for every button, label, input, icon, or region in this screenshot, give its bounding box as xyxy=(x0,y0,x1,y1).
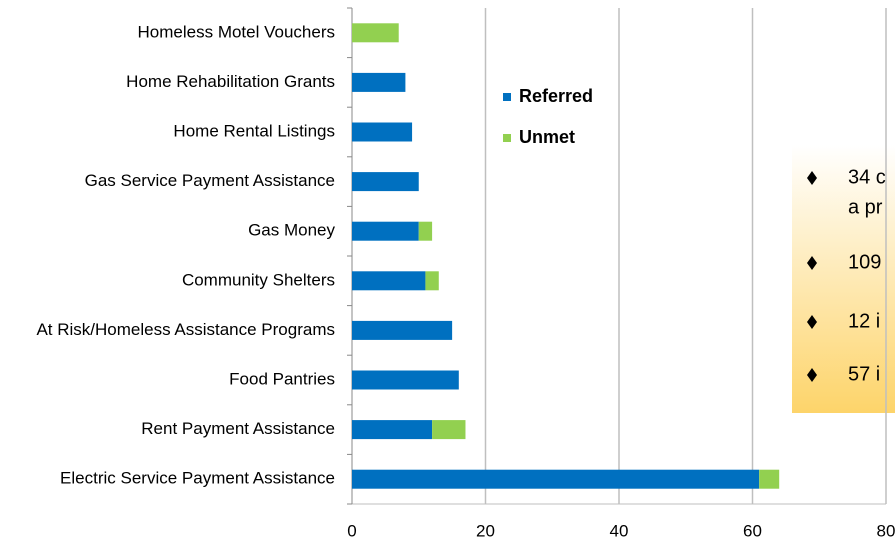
bar xyxy=(418,221,433,241)
bar xyxy=(759,469,780,489)
annotation: 34 c xyxy=(848,166,886,188)
x-tick-label: 40 xyxy=(610,521,629,540)
bar xyxy=(352,23,399,43)
annotation: 57 i xyxy=(848,363,880,385)
bar xyxy=(352,320,453,340)
bullet xyxy=(807,368,817,382)
legend-label: Unmet xyxy=(519,127,575,147)
y-tick-label: At Risk/Homeless Assistance Programs xyxy=(36,320,335,339)
bar xyxy=(352,420,433,440)
annotation: a pr xyxy=(848,196,883,218)
legend-swatch xyxy=(503,93,511,101)
bar xyxy=(352,271,426,291)
bar xyxy=(352,370,459,390)
bar xyxy=(352,122,413,142)
annotation: 12 i xyxy=(848,310,880,332)
note-box xyxy=(792,145,895,413)
y-tick-label: Rent Payment Assistance xyxy=(141,419,335,438)
bullet xyxy=(807,256,817,270)
bar xyxy=(432,420,466,440)
bar xyxy=(425,271,439,291)
bar xyxy=(352,469,760,489)
legend-label: Referred xyxy=(519,86,593,106)
y-tick-label: Food Pantries xyxy=(229,369,335,388)
x-tick-label: 20 xyxy=(476,521,495,540)
bullet xyxy=(807,315,817,329)
legend-swatch xyxy=(503,134,511,142)
x-tick-label: 80 xyxy=(877,521,895,540)
bar xyxy=(352,72,406,92)
y-tick-label: Homeless Motel Vouchers xyxy=(138,22,335,41)
y-tick-label: Electric Service Payment Assistance xyxy=(60,469,335,488)
bar xyxy=(352,221,419,241)
y-tick-label: Community Shelters xyxy=(182,270,335,289)
bullet xyxy=(807,171,817,185)
bar xyxy=(352,172,419,192)
x-tick-label: 0 xyxy=(347,521,356,540)
y-tick-label: Gas Money xyxy=(248,221,335,240)
annotation: 109 xyxy=(848,251,881,273)
y-tick-label: Home Rehabilitation Grants xyxy=(126,72,335,91)
y-tick-label: Gas Service Payment Assistance xyxy=(85,171,335,190)
y-tick-label: Home Rental Listings xyxy=(173,121,335,140)
x-tick-label: 60 xyxy=(743,521,762,540)
